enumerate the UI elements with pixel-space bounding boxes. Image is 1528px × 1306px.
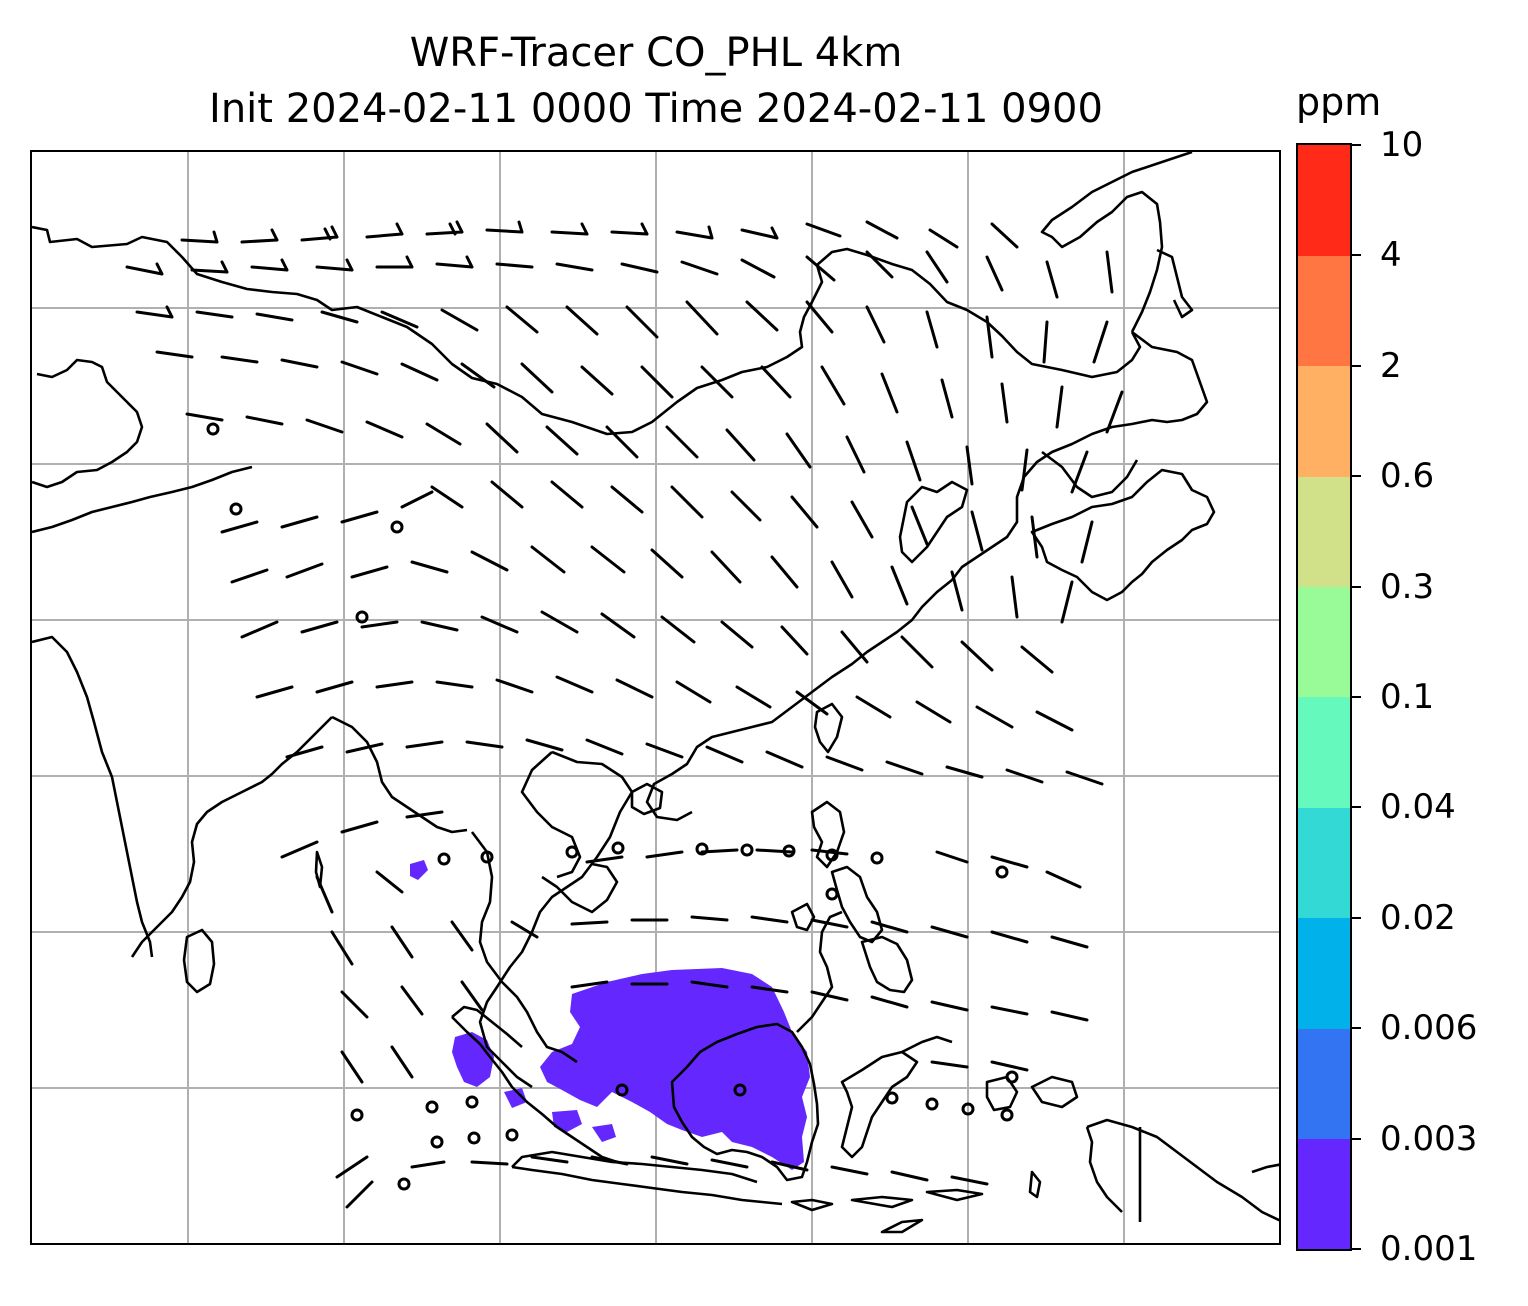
colorbar-tick-label: 0.1 [1380,677,1435,717]
colorbar-tick [1352,144,1361,146]
colorbar-segment [1298,1138,1350,1250]
colorbar-unit-label: ppm [1296,80,1382,124]
figure-title-line1: WRF-Tracer CO_PHL 4km [409,30,903,76]
colorbar-tick-label: 10 [1380,125,1424,165]
colorbar-tick [1352,1027,1361,1030]
colorbar-tick-label: 0.3 [1380,566,1435,607]
colorbar-tick [1352,254,1361,257]
colorbar-tick [1352,475,1361,478]
colorbar-tick-label: 0.6 [1380,456,1435,497]
colorbar-tick-label: 0.001 [1380,1229,1478,1269]
colorbar-tick-label: 2 [1380,345,1402,386]
colorbar-tick [1352,696,1361,698]
map-panel [30,150,1281,1245]
colorbar-tick [1352,1137,1361,1140]
colorbar-segment [1298,586,1350,698]
colorbar-segment [1298,697,1350,808]
tracer-concentration-fill [410,860,810,1170]
colorbar-tick-label: 4 [1380,235,1402,276]
colorbar-tick-label: 0.02 [1380,897,1456,938]
wind-barbs [125,220,1124,1209]
colorbar-tick [1352,806,1361,809]
colorbar-segment [1298,365,1350,477]
colorbar-tick-label: 0.04 [1380,787,1456,828]
colorbar-segment [1298,145,1350,256]
map-svg [32,152,1279,1243]
colorbar-tick [1352,916,1361,919]
colorbar-segment [1298,476,1350,588]
calm-wind-circles [206,422,1019,1191]
colorbar [1296,143,1352,1251]
colorbar-segment [1298,255,1350,367]
colorbar-tick-label: 0.006 [1380,1008,1478,1049]
colorbar-tick [1352,1248,1361,1250]
colorbar-tick [1352,364,1361,367]
colorbar-segment [1298,1028,1350,1140]
colorbar-segment [1298,807,1350,919]
colorbar-segment [1298,917,1350,1029]
colorbar-tick-label: 0.003 [1380,1118,1478,1159]
figure-title-line2: Init 2024-02-11 0000 Time 2024-02-11 090… [209,86,1103,132]
colorbar-tick [1352,585,1361,588]
coastlines [32,152,1279,1234]
